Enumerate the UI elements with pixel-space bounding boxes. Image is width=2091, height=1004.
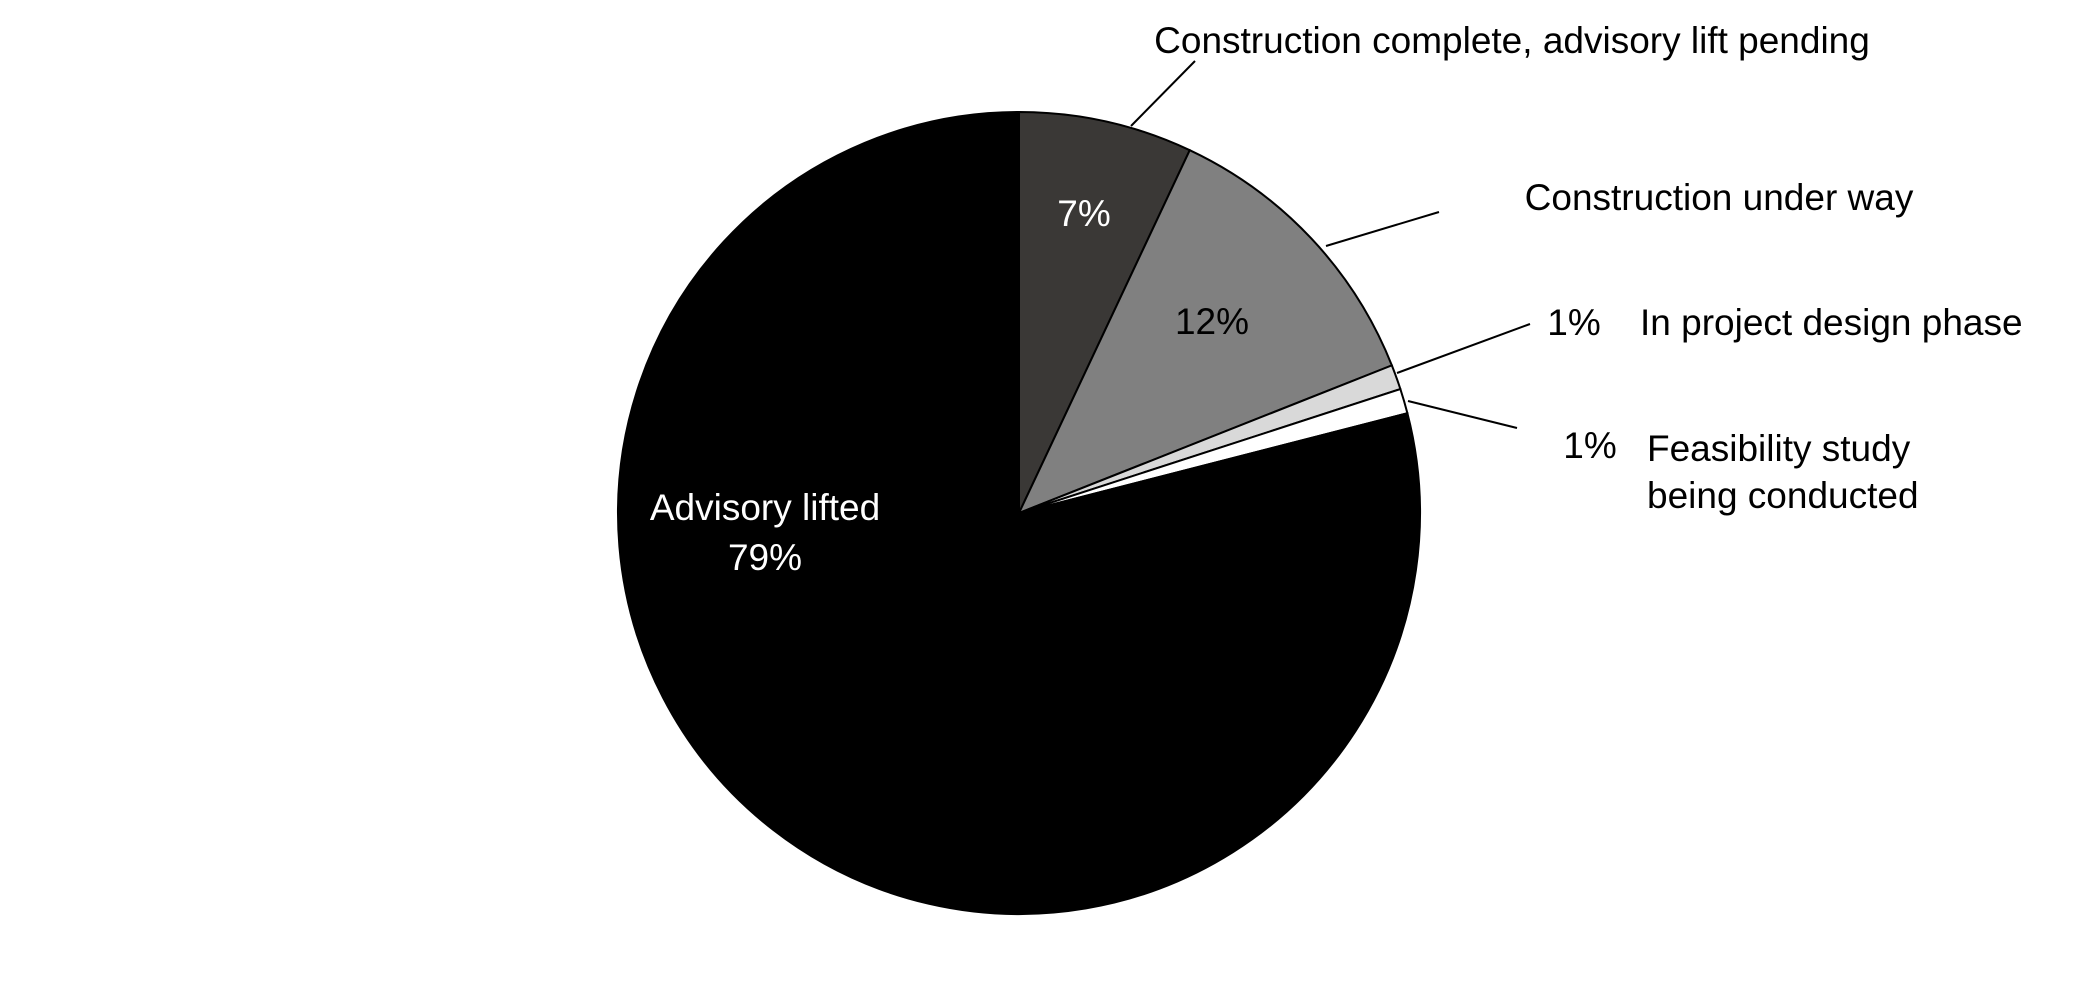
category-label: Advisory lifted — [650, 487, 880, 528]
category-label: Construction under way — [1525, 177, 1914, 218]
category-label: In project design phase — [1640, 302, 2023, 343]
pie-slice — [1018, 110, 1192, 514]
value-label: 1% — [1563, 425, 1616, 466]
category-label: Construction complete, advisory lift pen… — [1154, 20, 1870, 61]
pie-slice — [616, 110, 1421, 915]
category-label: Feasibility study being conducted — [1647, 428, 1919, 516]
value-label: 7% — [1057, 193, 1110, 234]
leader-line — [1396, 323, 1531, 374]
value-label: 79% — [728, 537, 802, 578]
leader-line — [1130, 60, 1196, 127]
value-label: 1% — [1547, 302, 1600, 343]
pie-slice — [1017, 148, 1394, 515]
value-label: 12% — [1175, 301, 1249, 342]
leader-line — [1407, 400, 1518, 429]
leader-line — [1325, 211, 1440, 247]
